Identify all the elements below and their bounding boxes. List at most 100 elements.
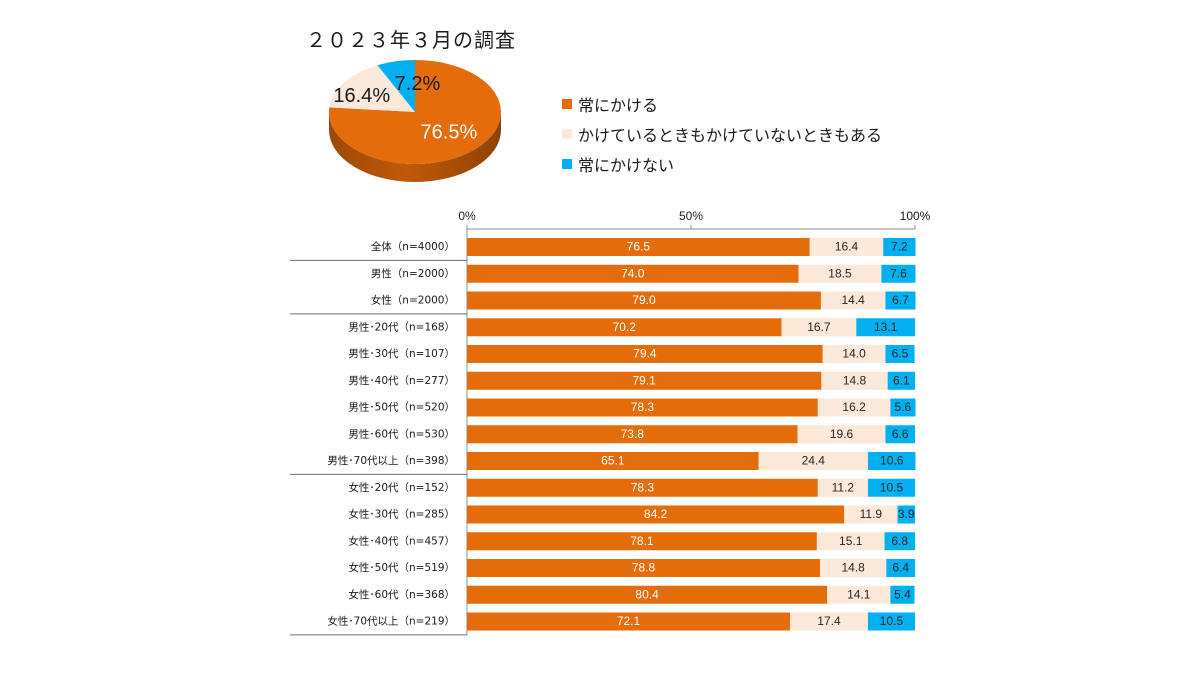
pie-label-never: 7.2% [395, 73, 441, 95]
bar-segment-always [467, 532, 817, 551]
bar-segment-sometimes [781, 318, 857, 337]
bar-segment-always [467, 264, 799, 283]
row-label: 女性･60代（n=368） [348, 588, 455, 601]
bar-value-label-always: 73.8 [621, 427, 645, 441]
row-label: 男性･30代（n=107） [348, 347, 455, 360]
pie-side [329, 112, 501, 182]
bar-value-label-never: 10.5 [880, 614, 904, 628]
bar-value-label-never: 6.7 [892, 293, 909, 307]
bar-value-label-never: 5.4 [894, 587, 911, 601]
bar-value-label-never: 13.1 [874, 320, 898, 334]
bar-segment-never [886, 559, 915, 577]
legend-label-always: 常にかける [578, 96, 659, 115]
bar-value-label-sometimes: 17.4 [817, 614, 841, 628]
bar-value-label-always: 79.0 [632, 293, 656, 307]
row-label: 男性･50代（n=520） [348, 401, 455, 414]
bar-segment-sometimes [827, 585, 891, 604]
bar-value-label-never: 6.1 [893, 373, 910, 387]
row-label: 女性･70代以上（n=219） [327, 615, 455, 628]
legend-label-sometimes: かけているときもかけていないときもある [578, 126, 883, 145]
bar-segment-never [867, 478, 915, 497]
bar-value-label-always: 79.1 [633, 373, 657, 387]
bar-segment-sometimes [758, 452, 868, 470]
bar-value-label-sometimes: 11.2 [832, 480, 855, 494]
legend-item-always: 常にかける [562, 89, 882, 119]
bar-value-label-sometimes: 16.7 [807, 320, 831, 334]
bar-segment-always [467, 318, 782, 337]
bar-value-label-always: 78.3 [631, 400, 655, 414]
row-label: 女性･50代（n=519） [348, 561, 455, 574]
bar-value-label-always: 84.2 [644, 507, 668, 521]
bar-segment-sometimes [817, 398, 891, 417]
bar-value-label-sometimes: 14.8 [841, 561, 865, 575]
legend-swatch-never [562, 159, 572, 169]
bar-segment-never [890, 585, 915, 604]
bar-value-label-never: 10.6 [880, 454, 904, 468]
bar-segment-sometimes [820, 559, 887, 577]
bar-segment-sometimes [790, 612, 868, 631]
bar-segment-sometimes [844, 505, 898, 524]
legend-swatch-sometimes [562, 129, 572, 139]
bar-segment-sometimes [822, 345, 886, 363]
bar-segment-always [467, 505, 845, 524]
bar-segment-always [467, 398, 818, 417]
bar-segment-never [887, 371, 915, 390]
bar-segment-sometimes [816, 532, 885, 551]
bar-segment-never [885, 345, 915, 363]
pie-label-sometimes: 16.4% [333, 85, 390, 107]
bar-segment-always [467, 585, 828, 604]
bar-segment-sometimes [817, 478, 868, 497]
bar-value-label-sometimes: 15.1 [839, 534, 863, 548]
pie-slice-sometimes [329, 65, 415, 112]
bar-segment-never [885, 291, 916, 310]
bar-segment-sometimes [798, 264, 882, 283]
bar-value-label-sometimes: 19.6 [830, 427, 854, 441]
bar-value-label-sometimes: 14.0 [842, 347, 866, 361]
bar-segment-sometimes [820, 291, 886, 310]
legend-item-never: 常にかけない [562, 149, 882, 179]
bar-segment-never [883, 238, 916, 256]
bar-value-label-always: 70.2 [613, 320, 637, 334]
pie-chart: 76.5% 16.4%7.2% [328, 60, 502, 182]
bar-value-label-always: 74.0 [621, 266, 645, 280]
bar-segment-always [467, 559, 821, 577]
row-label: 女性･40代（n=457） [348, 534, 455, 547]
bar-value-label-never: 3.9 [898, 507, 915, 521]
bar-value-label-sometimes: 16.2 [842, 400, 866, 414]
bar-segment-never [897, 505, 915, 524]
bar-value-label-sometimes: 14.1 [847, 587, 871, 601]
x-tick-label: 0% [458, 209, 476, 223]
row-label: 男性･20代（n=168） [348, 320, 455, 333]
bar-segment-always [467, 612, 791, 631]
row-label: 全体（n=4000） [371, 240, 455, 253]
bar-segment-sometimes [797, 425, 886, 444]
bar-segment-never [885, 425, 915, 444]
bar-segment-never [867, 452, 916, 470]
x-tick-label: 50% [679, 209, 703, 223]
bar-value-label-sometimes: 24.4 [802, 454, 826, 468]
row-label: 男性･60代（n=530） [348, 427, 455, 440]
bar-segment-never [884, 532, 915, 551]
bar-value-label-never: 6.6 [892, 427, 909, 441]
bar-value-label-sometimes: 14.4 [841, 293, 865, 307]
bar-value-label-always: 78.1 [630, 534, 654, 548]
bar-value-label-never: 10.5 [880, 480, 904, 494]
bar-segment-never [890, 398, 916, 417]
bar-segment-always [467, 425, 798, 444]
page-title: ２０２３年３月の調査 [306, 28, 516, 52]
bar-value-label-sometimes: 18.5 [828, 266, 852, 280]
bar-value-label-never: 5.6 [895, 400, 912, 414]
stacked-bar-chart: 0% 50% 100% 全体（n=4000） 76.5 16.4 7.2 男性（n=2000）… [290, 209, 931, 636]
legend: 常にかける かけているときもかけていないときもある 常にかけない [562, 89, 882, 179]
bar-value-label-never: 6.5 [892, 347, 909, 361]
bar-segment-never [856, 318, 915, 337]
bar-value-label-always: 80.4 [635, 587, 659, 601]
bar-value-label-never: 7.2 [891, 240, 908, 254]
bar-value-label-always: 78.8 [632, 561, 656, 575]
legend-item-sometimes: かけているときもかけていないときもある [562, 119, 882, 149]
row-label: 女性･20代（n=152） [348, 481, 455, 494]
bar-value-label-never: 7.6 [890, 266, 907, 280]
bar-value-label-sometimes: 11.9 [860, 507, 883, 521]
